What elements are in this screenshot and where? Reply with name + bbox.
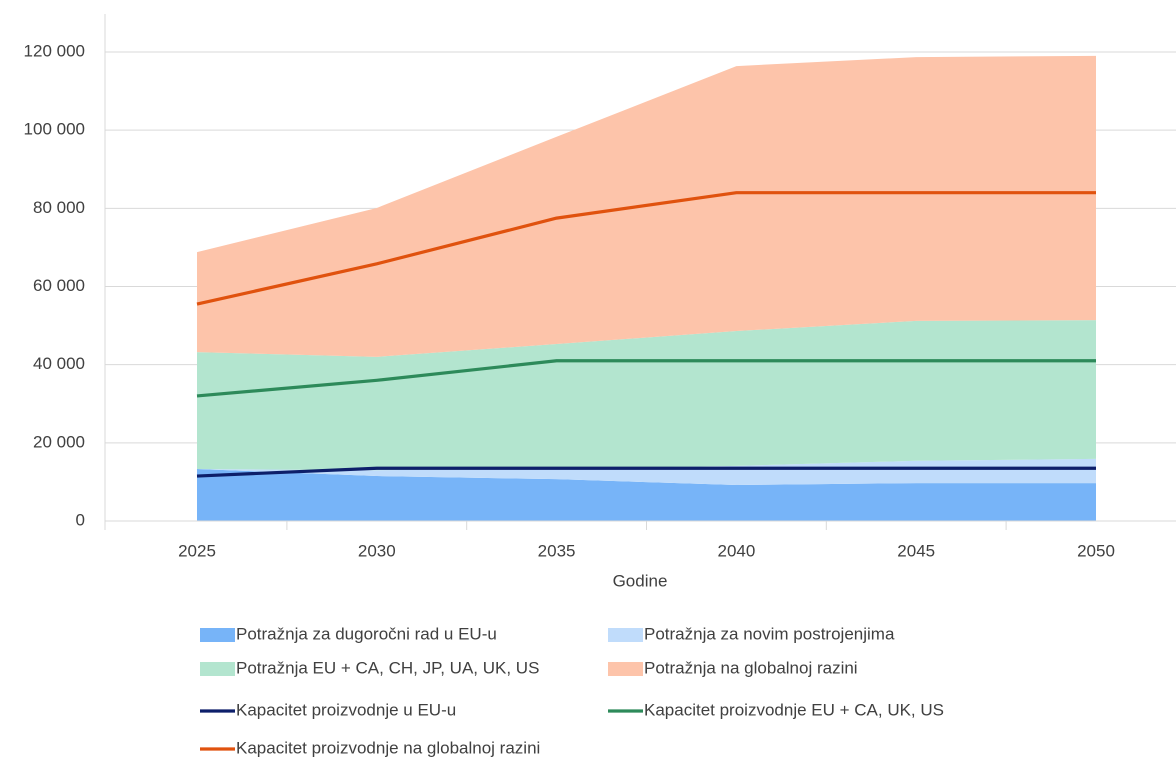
legend-label: Potražnja za dugoročni rad u EU-u (236, 624, 497, 643)
y-tick-label: 0 (76, 510, 85, 529)
line (196, 359, 1096, 398)
legend-swatch (608, 662, 643, 676)
y-tick-label: 40 000 (33, 354, 85, 373)
y-tick-label: 80 000 (33, 198, 85, 217)
legend-label: Kapacitet proizvodnje na globalnoj razin… (236, 738, 540, 757)
legend-swatch (608, 628, 643, 642)
y-tick-label: 60 000 (33, 276, 85, 295)
y-tick-label: 100 000 (24, 120, 85, 139)
area (197, 469, 1096, 521)
legend-label: Potražnja za novim postrojenjima (644, 624, 895, 643)
y-tick-label: 120 000 (24, 41, 85, 60)
y-tick-label: 20 000 (33, 432, 85, 451)
areas (197, 55, 1096, 521)
x-tick-label: 2035 (538, 541, 576, 560)
legend-label: Potražnja EU + CA, CH, JP, UA, UK, US (236, 658, 539, 677)
legend-label: Kapacitet proizvodnje EU + CA, UK, US (644, 700, 944, 719)
area (197, 320, 1096, 471)
x-tick-label: 2040 (717, 541, 755, 560)
x-tick-label: 2045 (897, 541, 935, 560)
area (197, 458, 1096, 486)
x-tick-label: 2030 (358, 541, 396, 560)
legend-label: Kapacitet proizvodnje u EU-u (236, 700, 456, 719)
legend-swatch (200, 662, 235, 676)
line (196, 191, 1096, 306)
x-axis-label: Godine (613, 571, 668, 590)
legend-swatch (200, 628, 235, 642)
x-tick-label: 2050 (1077, 541, 1115, 560)
line (196, 466, 1096, 478)
legend-label: Potražnja na globalnoj razini (644, 658, 858, 677)
x-tick-label: 2025 (178, 541, 216, 560)
